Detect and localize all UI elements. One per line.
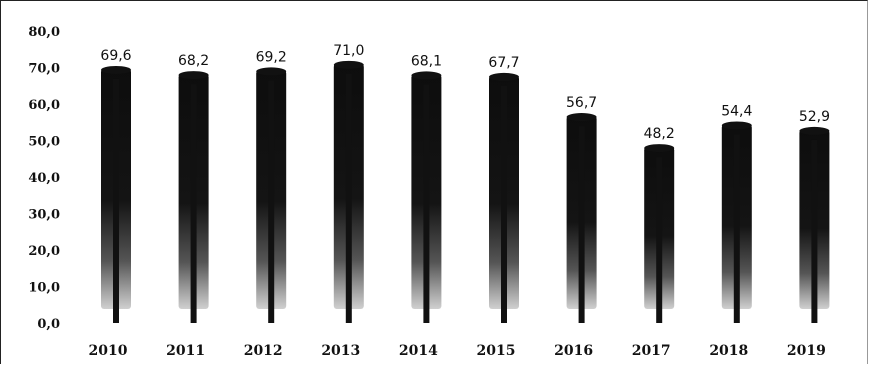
data-label: 69,2 [256, 49, 287, 65]
y-tick-label: 50,0 [28, 135, 60, 150]
bar [411, 71, 442, 323]
data-label: 68,1 [411, 53, 442, 69]
x-tick-label: 2017 [632, 343, 671, 359]
data-label: 71,0 [333, 43, 364, 59]
x-tick-label: 2010 [89, 343, 128, 359]
bar [566, 113, 597, 323]
bar [101, 65, 131, 324]
x-tick-label: 2012 [244, 343, 283, 359]
y-tick-label: 70,0 [28, 62, 60, 77]
x-tick-label: 2011 [166, 343, 205, 359]
data-label: 54,4 [721, 103, 752, 119]
y-tick-label: 10,0 [28, 281, 60, 296]
x-tick-label: 2015 [477, 343, 516, 359]
bar [799, 126, 830, 323]
data-label: 69,6 [100, 48, 131, 64]
y-tick-label: 40,0 [28, 171, 60, 186]
y-tick-label: 0,0 [37, 317, 60, 332]
x-tick-label: 2016 [554, 343, 593, 359]
data-label: 52,9 [799, 109, 830, 125]
bar [721, 121, 752, 323]
bar [256, 67, 287, 323]
data-label: 68,2 [178, 53, 209, 69]
bar [178, 71, 209, 323]
bar [489, 72, 519, 324]
data-label: 56,7 [566, 95, 597, 111]
x-tick-label: 2014 [399, 343, 438, 359]
y-tick-label: 20,0 [28, 244, 60, 259]
bar [644, 144, 675, 323]
x-tick-label: 2019 [787, 343, 826, 359]
data-label: 48,2 [644, 126, 675, 142]
y-tick-label: 80,0 [28, 25, 60, 40]
y-tick-label: 30,0 [28, 208, 60, 223]
data-label: 67,7 [488, 55, 519, 71]
bar [333, 60, 364, 323]
x-tick-label: 2013 [321, 343, 360, 359]
y-tick-label: 60,0 [28, 98, 60, 113]
x-tick-label: 2018 [709, 343, 748, 359]
